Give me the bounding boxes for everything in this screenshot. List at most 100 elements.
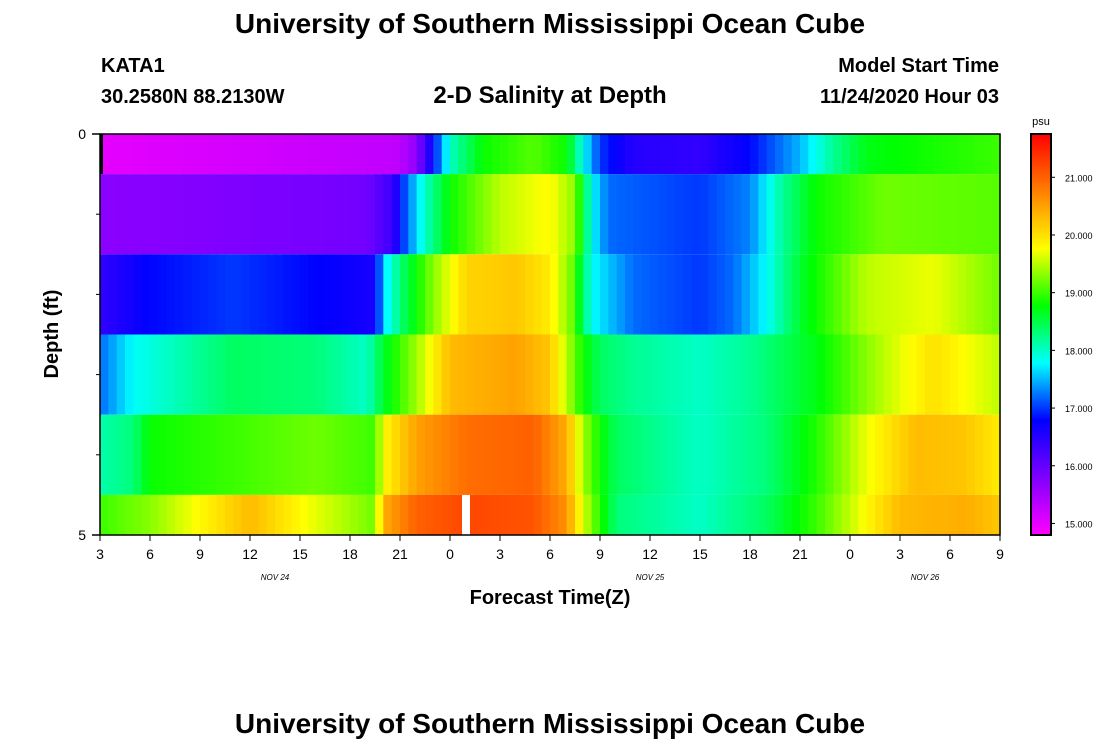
heatmap-cell xyxy=(908,174,918,255)
heatmap-cell xyxy=(650,334,659,415)
heatmap-cell xyxy=(250,414,259,495)
heatmap-cell xyxy=(700,254,709,335)
heatmap-cell xyxy=(500,414,509,495)
heatmap-cell xyxy=(258,254,268,335)
heatmap-cell xyxy=(575,254,584,335)
data-gap-marker xyxy=(462,495,470,535)
heatmap-cell xyxy=(400,414,409,495)
heatmap-cell xyxy=(291,334,301,415)
heatmap-cell xyxy=(841,174,851,255)
heatmap-cell xyxy=(616,494,626,535)
heatmap-cell xyxy=(608,134,618,175)
heatmap-cell xyxy=(191,494,201,535)
heatmap-cell xyxy=(500,134,509,175)
heatmap-cell xyxy=(933,414,943,495)
heatmap-cell xyxy=(391,174,401,255)
heatmap-cell xyxy=(958,414,968,495)
heatmap-cell xyxy=(733,414,743,495)
heatmap-cell xyxy=(500,254,509,335)
heatmap-cell xyxy=(541,414,551,495)
heatmap-cell xyxy=(775,134,784,175)
heatmap-cell xyxy=(808,134,818,175)
heatmap-cell xyxy=(808,254,818,335)
heatmap-cell xyxy=(800,174,809,255)
heatmap-cell xyxy=(841,494,851,535)
heatmap-cell xyxy=(500,334,509,415)
heatmap-cell xyxy=(366,414,376,495)
heatmap-cell xyxy=(116,414,126,495)
heatmap-cell xyxy=(916,334,926,415)
heatmap-cell xyxy=(725,134,734,175)
heatmap-cell xyxy=(891,254,901,335)
heatmap-cell xyxy=(383,494,393,535)
heatmap-cell xyxy=(933,174,943,255)
heatmap-cell xyxy=(800,254,809,335)
heatmap-cell xyxy=(525,334,534,415)
heatmap-cell xyxy=(383,254,393,335)
heatmap-cell xyxy=(750,174,759,255)
heatmap-cell xyxy=(533,134,543,175)
heatmap-cell xyxy=(500,174,509,255)
x-tick-label: 12 xyxy=(242,546,258,562)
heatmap-cell xyxy=(358,174,368,255)
heatmap-cell xyxy=(741,134,751,175)
heatmap-cell xyxy=(475,334,484,415)
heatmap-cell xyxy=(225,494,234,535)
heatmap-cell xyxy=(700,494,709,535)
heatmap-cell xyxy=(141,134,151,175)
heatmap-cell xyxy=(583,494,593,535)
heatmap-cell xyxy=(408,414,418,495)
heatmap-cell xyxy=(325,414,334,495)
heatmap-cell xyxy=(616,174,626,255)
heatmap-cell xyxy=(441,414,451,495)
heatmap-cell xyxy=(591,334,601,415)
heatmap-cell xyxy=(233,494,243,535)
heatmap-cell xyxy=(908,334,918,415)
model-start-label: Model Start Time xyxy=(838,55,999,77)
heatmap-cell xyxy=(666,494,676,535)
heatmap-cell xyxy=(658,414,668,495)
heatmap-cell xyxy=(458,254,468,335)
heatmap-cell xyxy=(766,414,776,495)
heatmap-cell xyxy=(600,494,609,535)
heatmap-cell xyxy=(608,174,618,255)
heatmap-cell xyxy=(758,414,768,495)
heatmap-cell xyxy=(366,254,376,335)
heatmap-row-2 xyxy=(100,254,1001,335)
heatmap-cell xyxy=(675,254,684,335)
heatmap-cell xyxy=(475,494,484,535)
heatmap-cell xyxy=(950,414,959,495)
heatmap-cell xyxy=(766,494,776,535)
heatmap-cell xyxy=(883,174,893,255)
heatmap-cell xyxy=(150,334,159,415)
heatmap-cell xyxy=(475,414,484,495)
heatmap-cell xyxy=(491,494,501,535)
heatmap-cell xyxy=(891,334,901,415)
heatmap-cell xyxy=(191,134,201,175)
heatmap-cell xyxy=(775,414,784,495)
heatmap-cell xyxy=(733,334,743,415)
heatmap-cell xyxy=(825,334,834,415)
heatmap-cell xyxy=(133,174,143,255)
heatmap-cell xyxy=(825,494,834,535)
heatmap-cell xyxy=(916,174,926,255)
heatmap-cell xyxy=(333,174,343,255)
heatmap-cell xyxy=(750,414,759,495)
heatmap-cell xyxy=(866,494,876,535)
colorbar-ramp xyxy=(1030,133,1052,536)
x-tick-label: 18 xyxy=(742,546,758,562)
heatmap-cell xyxy=(633,414,643,495)
heatmap-cell xyxy=(658,134,668,175)
heatmap-cell xyxy=(325,254,334,335)
heatmap-cell xyxy=(708,494,718,535)
heatmap-cell xyxy=(750,254,759,335)
heatmap-cell xyxy=(675,174,684,255)
heatmap-cell xyxy=(883,414,893,495)
heatmap-cell xyxy=(916,414,926,495)
heatmap-cell xyxy=(541,134,551,175)
heatmap-cell xyxy=(783,174,793,255)
heatmap-cell xyxy=(483,414,493,495)
heatmap-cell xyxy=(691,174,701,255)
x-tick-label: 15 xyxy=(292,546,308,562)
heatmap-cell xyxy=(416,334,426,415)
